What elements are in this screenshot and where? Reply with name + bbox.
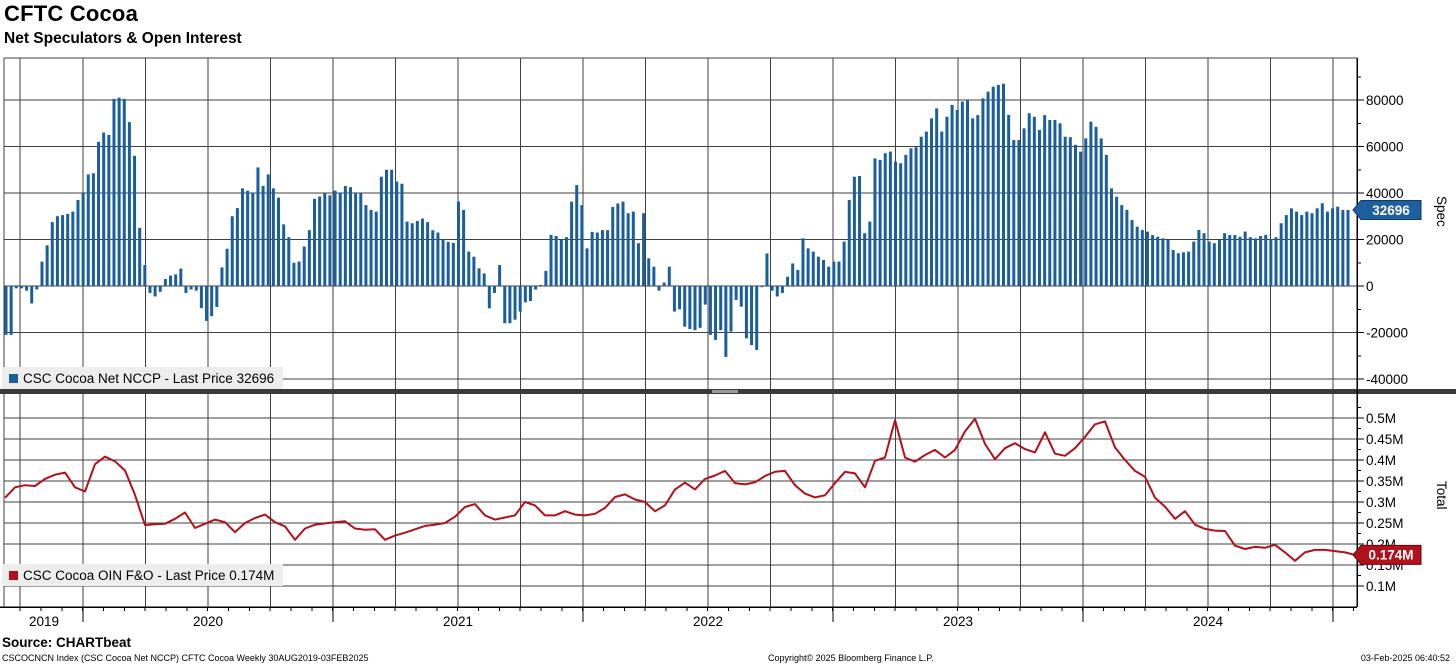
total-legend-swatch-icon — [9, 570, 18, 580]
spec-axis-title: Spec — [1434, 196, 1449, 227]
source-label: Source: CHARTbeat — [2, 635, 132, 650]
copyright-label: Copyright© 2025 Bloomberg Finance L.P. — [768, 653, 934, 663]
chart-title: CFTC Cocoa — [4, 1, 138, 26]
year-label: 2022 — [693, 614, 723, 629]
total-axis-ticks-label: 0.35M — [1366, 474, 1404, 489]
total-axis-ticks-label: 0.45M — [1366, 432, 1404, 447]
spec-legend[interactable]: CSC Cocoa Net NCCP - Last Price 32696 — [2, 367, 284, 389]
total-axis-ticks-label: 0.5M — [1366, 411, 1396, 426]
total-axis-ticks-label: 0.3M — [1366, 495, 1396, 510]
total-legend[interactable]: CSC Cocoa OIN F&O - Last Price 0.174M — [2, 564, 284, 586]
spec-axis-ticks-label: 80000 — [1366, 93, 1404, 108]
year-label: 2023 — [943, 614, 973, 629]
spec-axis-ticks-label: 40000 — [1366, 186, 1404, 201]
x-axis-ticks: 2019 2020 2021 2022 2023 2024 — [19, 607, 1354, 629]
year-label: 2021 — [443, 614, 473, 629]
year-label: 2019 — [29, 614, 59, 629]
net-speculators-bars — [4, 83, 1350, 357]
total-axis-title: Total — [1434, 481, 1449, 510]
spec-axis-ticks: 80000 60000 40000 20000 0 -20000 -40000 — [1357, 76, 1408, 387]
timestamp-label: 03-Feb-2025 06:40:52 — [1360, 653, 1450, 663]
year-label: 2024 — [1193, 614, 1224, 629]
spec-axis-ticks-label: 60000 — [1366, 139, 1404, 154]
panel-divider-handle-icon[interactable] — [712, 390, 738, 393]
total-last-price-badge: 0.174M — [1352, 544, 1422, 565]
spec-axis-ticks-label: -20000 — [1366, 325, 1408, 340]
total-axis-ticks-label: 0.1M — [1366, 579, 1396, 594]
spec-legend-swatch-icon — [9, 373, 18, 383]
year-label: 2020 — [193, 614, 223, 629]
svg-text:32696: 32696 — [1372, 203, 1410, 218]
spec-legend-label: CSC Cocoa Net NCCP - Last Price 32696 — [23, 370, 275, 386]
spec-axis-ticks-label: -40000 — [1366, 372, 1408, 387]
chart-subtitle: Net Speculators & Open Interest — [4, 30, 242, 47]
total-legend-label: CSC Cocoa OIN F&O - Last Price 0.174M — [23, 567, 275, 583]
spec-last-price-badge: 32696 — [1352, 199, 1422, 220]
total-axis-ticks-label: 0.25M — [1366, 516, 1404, 531]
total-axis-ticks-label: 0.4M — [1366, 453, 1396, 468]
spec-axis-ticks-label: 0 — [1366, 279, 1374, 294]
gridlines — [3, 57, 1357, 607]
svg-text:0.174M: 0.174M — [1368, 548, 1413, 563]
open-interest-line — [4, 417, 1356, 562]
spec-axis-ticks-label: 20000 — [1366, 232, 1404, 247]
index-description: CSCOCNCN Index (CSC Cocoa Net NCCP) CFTC… — [2, 653, 369, 663]
